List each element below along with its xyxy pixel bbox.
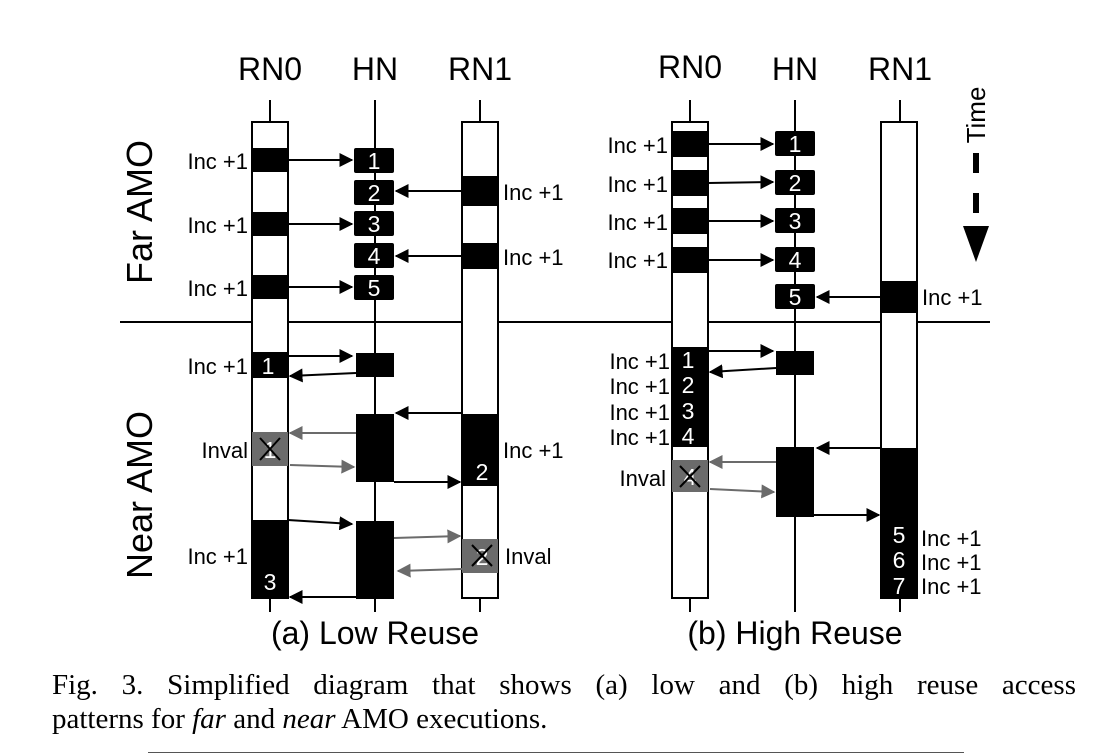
b-hn-num-3: 3: [789, 208, 802, 234]
b-near-inc-5: Inc +1: [921, 526, 982, 551]
header-a-hn: HN: [352, 51, 398, 87]
b-hn-num-5: 5: [789, 284, 802, 310]
b-near-inc-3: Inc +1: [609, 400, 670, 425]
time-arrow-icon: [963, 226, 989, 262]
b-far-inc-2: Inc +1: [607, 172, 668, 197]
a-inval-num-2: 2: [476, 544, 489, 570]
panel-b-high-reuse: 1 2 3 4 5 Inc +1 Inc +1 Inc +1 Inc +1 In…: [607, 100, 983, 612]
a-near-inc-2: Inc +1: [503, 438, 564, 463]
a-near-num-1: 1: [262, 353, 275, 379]
b-far-inc-1: Inc +1: [607, 133, 668, 158]
a-inval-label-rn0: Inval: [202, 438, 248, 463]
b-near-num-2: 2: [682, 372, 695, 398]
b-near-num-7: 7: [893, 573, 906, 599]
b-far-inc-5: Inc +1: [922, 285, 983, 310]
caption-pre: patterns for: [52, 703, 193, 735]
far-amo-label: Far AMO: [119, 140, 160, 284]
a-far-inc-4: Inc +1: [503, 245, 564, 270]
b-near-inc-2: Inc +1: [609, 374, 670, 399]
caption-near: near: [282, 703, 336, 735]
a-inval-label-rn1: Inval: [505, 544, 551, 569]
time-label: Time: [961, 87, 991, 144]
b-inval-label: Inval: [620, 466, 666, 491]
b-near-num-4: 4: [682, 423, 695, 449]
b-hn-num-4: 4: [789, 247, 802, 273]
b-near-inc-1: Inc +1: [609, 349, 670, 374]
header-b-rn0: RN0: [658, 49, 722, 85]
panel-a-low-reuse: 1 2 3 4 5 Inc +1 Inc +1 Inc +1 Inc +1 In…: [187, 100, 564, 612]
b-near-num-1: 1: [682, 347, 695, 373]
a-hn-num-3: 3: [368, 211, 381, 237]
caption-mid: and: [225, 703, 283, 735]
a-hn-num-2: 2: [368, 180, 381, 206]
a-far-inc-3: Inc +1: [187, 213, 248, 238]
b-inval-x-icon: [679, 465, 701, 488]
b-near-num-3: 3: [682, 398, 695, 424]
b-near-inc-7: Inc +1: [921, 574, 982, 599]
a-hn-num-4: 4: [368, 243, 381, 269]
a-inval-x-icon-2: [471, 544, 493, 567]
near-amo-label: Near AMO: [119, 411, 160, 579]
a-hn-num-1: 1: [368, 148, 381, 174]
b-far-inc-3: Inc +1: [607, 210, 668, 235]
caption-line-1: Fig. 3. Simplified diagram that shows (a…: [52, 669, 1076, 701]
a-inval-x-icon: [259, 437, 281, 461]
b-hn-num-2: 2: [789, 170, 802, 196]
header-b-rn1: RN1: [868, 51, 932, 87]
header-a-rn0: RN0: [238, 51, 302, 87]
b-near-inc-6: Inc +1: [921, 550, 982, 575]
b-near-num-5: 5: [893, 522, 906, 548]
b-hn-num-1: 1: [789, 131, 802, 157]
b-far-inc-4: Inc +1: [607, 248, 668, 273]
figure-caption: Fig. 3. Simplified diagram that shows (a…: [52, 668, 1076, 736]
time-indicator: Time: [961, 87, 991, 262]
a-near-inc-1: Inc +1: [187, 354, 248, 379]
a-far-inc-2: Inc +1: [503, 180, 564, 205]
amo-reuse-diagram: RN0 HN RN1 RN0 HN RN1 Far AMO Near AMO T…: [119, 49, 991, 651]
a-near-num-3: 3: [264, 569, 277, 595]
caption-far: far: [192, 703, 226, 735]
bottom-rule: [148, 752, 964, 753]
b-near-inc-4: Inc +1: [609, 425, 670, 450]
header-a-rn1: RN1: [448, 51, 512, 87]
a-near-num-2: 2: [476, 459, 489, 485]
b-near-num-6: 6: [893, 547, 906, 573]
a-far-inc-1: Inc +1: [187, 149, 248, 174]
a-far-inc-5: Inc +1: [187, 276, 248, 301]
subfig-a-label: (a) Low Reuse: [271, 615, 479, 651]
a-near-inc-3: Inc +1: [187, 544, 248, 569]
header-b-hn: HN: [772, 51, 818, 87]
caption-post: AMO executions.: [335, 703, 548, 735]
a-hn-num-5: 5: [368, 275, 381, 301]
subfig-b-label: (b) High Reuse: [687, 615, 902, 651]
